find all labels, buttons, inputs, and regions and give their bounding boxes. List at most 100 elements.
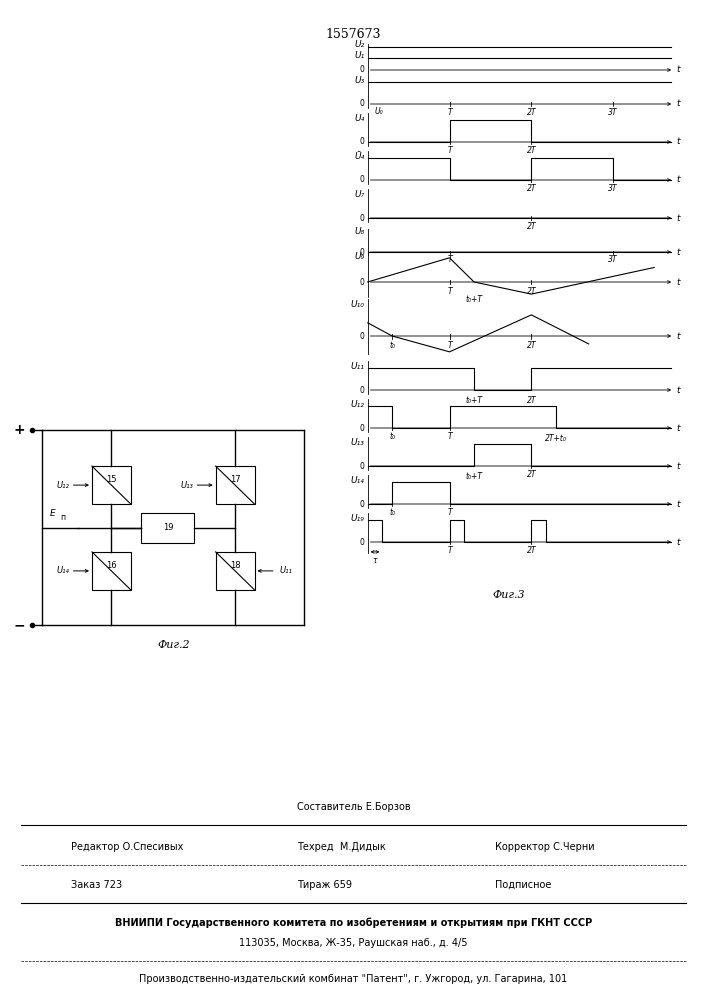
Text: 0: 0 xyxy=(360,538,365,547)
Text: U₁: U₁ xyxy=(355,51,365,60)
Text: t: t xyxy=(676,137,679,146)
Text: U₈: U₈ xyxy=(355,227,365,236)
Text: +: + xyxy=(13,423,25,437)
Text: t: t xyxy=(676,176,679,184)
Text: U₁₄: U₁₄ xyxy=(351,476,365,485)
Bar xyxy=(141,512,194,542)
Text: 0: 0 xyxy=(360,100,365,108)
Text: 17: 17 xyxy=(230,475,240,484)
Text: t₀+T: t₀+T xyxy=(466,295,483,304)
Text: T: T xyxy=(448,432,452,441)
Text: T: T xyxy=(448,255,452,264)
Text: 0: 0 xyxy=(360,462,365,471)
Text: Фиг.2: Фиг.2 xyxy=(157,640,189,650)
Text: t: t xyxy=(676,424,679,433)
Text: 2T: 2T xyxy=(527,222,536,231)
Text: U₇: U₇ xyxy=(355,190,365,199)
Text: T: T xyxy=(448,287,452,296)
Text: Фиг.3: Фиг.3 xyxy=(493,590,525,600)
Text: п: п xyxy=(60,514,65,522)
Text: 0: 0 xyxy=(360,137,365,146)
Text: U₂: U₂ xyxy=(355,40,365,49)
Text: T: T xyxy=(448,146,452,155)
Text: Редактор О.Спесивых: Редактор О.Спесивых xyxy=(71,842,183,852)
Text: 3T: 3T xyxy=(609,108,618,117)
Text: t₀+T: t₀+T xyxy=(466,396,483,405)
Text: Ū₄: Ū₄ xyxy=(355,152,365,161)
Text: −: − xyxy=(13,618,25,632)
Text: E: E xyxy=(49,508,55,518)
Text: 0: 0 xyxy=(360,424,365,433)
Text: 2T: 2T xyxy=(527,146,536,155)
Text: U₀: U₀ xyxy=(374,107,382,116)
Text: 1557673: 1557673 xyxy=(326,28,381,41)
Text: t: t xyxy=(676,538,679,547)
Text: Корректор С.Черни: Корректор С.Черни xyxy=(495,842,595,852)
Text: U₁₁: U₁₁ xyxy=(279,566,292,575)
Text: 18: 18 xyxy=(230,561,240,570)
Text: t₀: t₀ xyxy=(389,341,395,350)
Text: 15: 15 xyxy=(106,475,117,484)
Text: 0: 0 xyxy=(360,248,365,257)
Text: τ: τ xyxy=(373,556,378,565)
Text: 3T: 3T xyxy=(609,255,618,264)
Text: 19: 19 xyxy=(163,523,173,532)
Text: U₁₃: U₁₃ xyxy=(351,438,365,447)
Text: 3T: 3T xyxy=(609,184,618,193)
Bar xyxy=(92,466,131,504)
Text: t: t xyxy=(676,100,679,108)
Text: t₀: t₀ xyxy=(389,508,395,517)
Text: U₁₁: U₁₁ xyxy=(351,362,365,371)
Text: U₁₂: U₁₂ xyxy=(57,481,69,490)
Text: t: t xyxy=(676,66,679,75)
Text: 2T: 2T xyxy=(527,396,536,405)
Text: T: T xyxy=(448,341,452,350)
Text: Техред  М.Дидык: Техред М.Дидык xyxy=(297,842,386,852)
Text: U₃: U₃ xyxy=(355,76,365,85)
Text: Составитель Е.Борзов: Составитель Е.Борзов xyxy=(297,802,410,812)
Text: Заказ 723: Заказ 723 xyxy=(71,880,122,890)
Text: U₉: U₉ xyxy=(355,252,365,261)
Text: T: T xyxy=(448,546,452,555)
Text: U₁₀: U₁₀ xyxy=(351,300,365,309)
Text: t: t xyxy=(676,462,679,471)
Text: t: t xyxy=(676,332,679,341)
Text: t₀: t₀ xyxy=(389,432,395,441)
Text: 0: 0 xyxy=(360,214,365,223)
Text: 0: 0 xyxy=(360,386,365,395)
Text: t: t xyxy=(676,386,679,395)
Text: T: T xyxy=(448,508,452,517)
Text: U₁₄: U₁₄ xyxy=(57,566,69,575)
Text: t₀+T: t₀+T xyxy=(466,472,483,481)
Text: t: t xyxy=(676,248,679,257)
Bar xyxy=(92,552,131,590)
Text: 0: 0 xyxy=(360,176,365,184)
Text: t: t xyxy=(676,214,679,223)
Text: 2T: 2T xyxy=(527,341,536,350)
Text: 0: 0 xyxy=(360,500,365,509)
Text: 113035, Москва, Ж-35, Раушская наб., д. 4/5: 113035, Москва, Ж-35, Раушская наб., д. … xyxy=(239,938,468,948)
Text: 2T: 2T xyxy=(527,470,536,479)
Text: 0: 0 xyxy=(360,66,365,75)
Text: U₁₂: U₁₂ xyxy=(351,400,365,409)
Text: U₁₃: U₁₃ xyxy=(180,481,193,490)
Text: Тираж 659: Тираж 659 xyxy=(297,880,352,890)
Text: 2T: 2T xyxy=(527,546,536,555)
Text: T: T xyxy=(448,108,452,117)
Text: 2T+t₀: 2T+t₀ xyxy=(545,434,567,443)
Bar xyxy=(216,466,255,504)
Text: 2T: 2T xyxy=(527,184,536,193)
Text: 2T: 2T xyxy=(527,108,536,117)
Text: 0: 0 xyxy=(360,332,365,341)
Text: U₁₉: U₁₉ xyxy=(351,514,365,523)
Text: t: t xyxy=(676,278,679,287)
Text: 0: 0 xyxy=(360,278,365,287)
Text: ВНИИПИ Государственного комитета по изобретениям и открытиям при ГКНТ СССР: ВНИИПИ Государственного комитета по изоб… xyxy=(115,918,592,928)
Bar xyxy=(216,552,255,590)
Text: 16: 16 xyxy=(106,561,117,570)
Text: U₄: U₄ xyxy=(355,114,365,123)
Text: t: t xyxy=(676,500,679,509)
Text: 2T: 2T xyxy=(527,287,536,296)
Text: Подписное: Подписное xyxy=(495,880,551,890)
Text: Производственно-издательский комбинат "Патент", г. Ужгород, ул. Гагарина, 101: Производственно-издательский комбинат "П… xyxy=(139,974,568,984)
